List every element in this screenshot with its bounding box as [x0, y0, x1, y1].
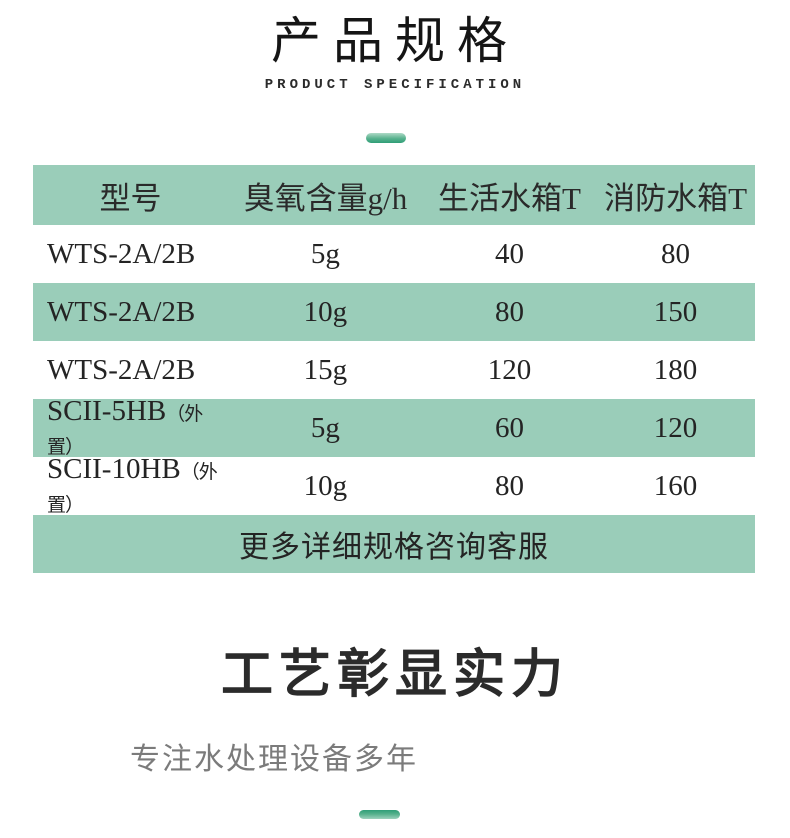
cell-model: SCII-5HB（外置） — [33, 395, 228, 461]
craft-section: 工艺彰显实力 专注水处理设备多年 — [0, 647, 790, 820]
column-header-living: 生活水箱T — [438, 180, 581, 216]
cell-ozone: 10g — [303, 469, 348, 502]
cell-model: WTS-2A/2B — [33, 296, 228, 329]
cell-fire: 150 — [653, 295, 698, 328]
divider-dash-bottom — [359, 810, 400, 820]
craft-title: 工艺彰显实力 — [220, 647, 569, 704]
cell-living: 120 — [487, 353, 532, 386]
model-note: （外置） — [47, 462, 218, 516]
model-text: SCII-5HB — [47, 395, 167, 427]
cell-model: WTS-2A/2B — [33, 354, 228, 387]
table-row: SCII-10HB（外置） 10g 80 160 — [33, 453, 755, 516]
column-header-model: 型号 — [99, 180, 162, 216]
cell-fire: 120 — [653, 411, 698, 444]
model-text: WTS-2A/2B — [47, 237, 196, 270]
spec-table: 型号 臭氧含量g/h 生活水箱T 消防水箱T WTS-2A/2B 5g 40 8… — [33, 165, 755, 573]
cell-ozone: 15g — [303, 353, 348, 386]
header-section: 产品规格 PRODUCT SPECIFICATION — [0, 0, 790, 143]
cell-ozone: 5g — [310, 237, 340, 270]
cell-living: 80 — [495, 469, 524, 502]
cell-model: WTS-2A/2B — [33, 238, 228, 271]
table-header-row: 型号 臭氧含量g/h 生活水箱T 消防水箱T — [33, 165, 755, 225]
column-header-ozone: 臭氧含量g/h — [243, 180, 408, 216]
table-row: WTS-2A/2B 10g 80 150 — [33, 283, 755, 341]
craft-subtitle: 专注水处理设备多年 — [130, 743, 418, 777]
model-note: （外置） — [47, 404, 203, 458]
cell-living: 40 — [495, 237, 524, 270]
cell-ozone: 5g — [310, 411, 340, 444]
divider-dash-top — [366, 133, 406, 143]
table-row: WTS-2A/2B 15g 120 180 — [33, 341, 755, 399]
cell-living: 60 — [495, 411, 524, 444]
table-row: SCII-5HB（外置） 5g 60 120 — [33, 395, 755, 458]
table-row: WTS-2A/2B 5g 40 80 — [33, 225, 755, 283]
cell-ozone: 10g — [303, 295, 348, 328]
cell-living: 80 — [495, 295, 524, 328]
page-subtitle: PRODUCT SPECIFICATION — [264, 77, 526, 93]
model-text: WTS-2A/2B — [47, 353, 196, 386]
page-title: 产品规格 — [271, 13, 519, 69]
cell-fire: 180 — [653, 353, 698, 386]
table-footer-note: 更多详细规格咨询客服 — [33, 515, 755, 573]
cell-fire: 80 — [661, 237, 691, 270]
cell-fire: 160 — [653, 469, 698, 502]
cell-model: SCII-10HB（外置） — [33, 453, 228, 519]
model-text: WTS-2A/2B — [47, 295, 196, 328]
column-header-fire: 消防水箱T — [604, 180, 748, 216]
model-text: SCII-10HB — [47, 453, 181, 485]
